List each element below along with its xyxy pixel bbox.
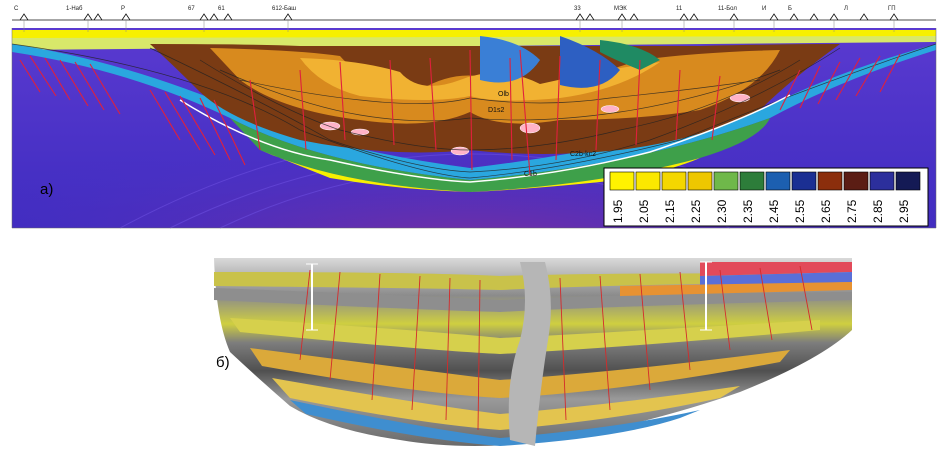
legend-value: 2.05	[637, 199, 651, 223]
legend-value: 2.35	[741, 199, 755, 223]
legend-value: 2.85	[871, 199, 885, 223]
horizon-label: C1b	[524, 171, 537, 178]
density-legend: 1.95 2.05 2.15 2.25 2.30 2.35 2.45 2.55 2.65 2.75…	[603, 167, 929, 227]
legend-value: 2.30	[715, 199, 729, 223]
well-label: Р	[121, 6, 125, 12]
well-label: ГП	[888, 6, 896, 12]
faults-a	[19, 49, 901, 176]
legend-value: 2.45	[767, 199, 781, 223]
legend-value: 2.75	[845, 199, 859, 223]
well-label: С	[14, 6, 19, 12]
horizon-label: Olb	[498, 91, 509, 98]
panel-label-b: б)	[216, 354, 230, 371]
legend-swatch	[869, 171, 895, 191]
well-label: И	[762, 6, 766, 12]
well-label: 33	[574, 6, 581, 12]
legend-swatch	[791, 171, 817, 191]
legend-swatch	[765, 171, 791, 191]
well-label: МЭК	[614, 6, 627, 12]
well-label: 67	[188, 6, 195, 12]
legend-value: 2.95	[897, 199, 911, 223]
legend-value: 2.25	[689, 199, 703, 223]
legend-swatch	[895, 171, 921, 191]
well-label: Л	[844, 6, 848, 12]
section-b	[214, 258, 852, 446]
well-label: Б	[788, 6, 792, 12]
horizon-label: D1s2	[488, 107, 504, 114]
well-label: 1-Наб	[66, 6, 83, 12]
top-well-labels: С 1-Наб Р 67 61 612-Баш 33 МЭК 11 11-Бол…	[14, 6, 896, 12]
well-label: 61	[218, 6, 225, 12]
legend-value: 2.65	[819, 199, 833, 223]
green-layer	[230, 118, 770, 192]
well-label: 11-Бол	[718, 6, 737, 12]
well-label: 612-Баш	[272, 6, 296, 12]
legend-swatch	[661, 171, 687, 191]
panel-label-a: а)	[40, 181, 54, 198]
horizon-label: C2b-kc2	[570, 151, 596, 158]
legend-value: 1.95	[611, 199, 625, 223]
legend-swatch	[687, 171, 713, 191]
legend-swatch	[739, 171, 765, 191]
legend-swatch	[843, 171, 869, 191]
legend-swatch	[609, 171, 635, 191]
side-ruler-a	[11, 28, 937, 228]
legend-value: 2.55	[793, 199, 807, 223]
well-label: 11	[676, 6, 683, 12]
legend-swatch	[817, 171, 843, 191]
legend-swatch	[635, 171, 661, 191]
legend-value: 2.15	[663, 199, 677, 223]
legend-swatch	[713, 171, 739, 191]
top-ruler	[12, 13, 936, 32]
